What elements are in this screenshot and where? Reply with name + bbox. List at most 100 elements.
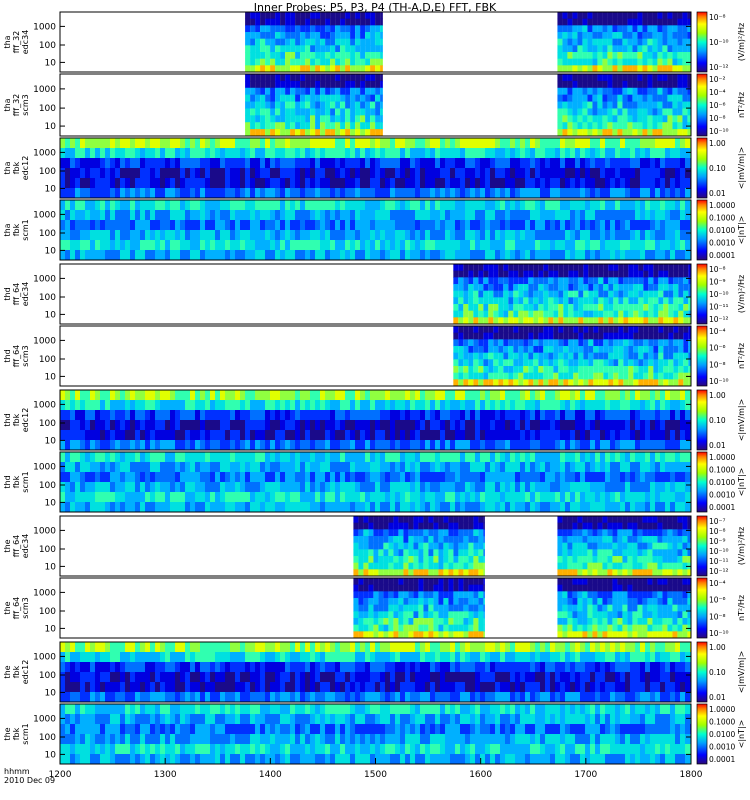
spectrogram-cell [260, 482, 265, 493]
spectrogram-cell [625, 440, 630, 451]
spectrogram-cell [632, 129, 638, 137]
spectrogram-cell [627, 18, 633, 26]
spectrogram-cell [518, 277, 524, 285]
spectrogram-cell [503, 326, 509, 334]
spectrogram-cell [638, 332, 644, 340]
spectrogram-cell [465, 482, 470, 493]
spectrogram-cell [573, 304, 579, 312]
spectrogram-cell [315, 188, 320, 199]
spectrogram-cell [682, 12, 688, 20]
spectrogram-cell [355, 94, 361, 103]
spectrogram-cell [350, 58, 356, 66]
spectrogram-cell [120, 250, 125, 261]
spectrogram-cell [250, 452, 255, 463]
spectrogram-cell [245, 12, 251, 20]
spectrogram-cell [325, 115, 331, 123]
spectrogram-cell [125, 482, 130, 493]
spectrogram-cell [245, 148, 250, 159]
spectrogram-cell [330, 80, 336, 89]
spectrogram-cell [680, 430, 685, 441]
spectrogram-cell [632, 38, 638, 46]
spectrogram-cell [415, 482, 420, 493]
spectrogram-cell [530, 148, 535, 159]
spectrogram-cell [558, 326, 564, 334]
spectrogram-cell [305, 220, 310, 231]
spectrogram-cell [65, 410, 70, 421]
spectrogram-cell [603, 270, 609, 278]
spectrogram-cell [280, 220, 285, 231]
spectrogram-cell [425, 420, 430, 431]
spectrogram-cell [385, 462, 390, 473]
spectrogram-cell [145, 400, 150, 411]
spectrogram-cell [473, 379, 479, 387]
spectrogram-cell [210, 440, 215, 451]
spectrogram-cell [370, 462, 375, 473]
spectrogram-cell [607, 94, 613, 103]
spectrogram-cell [535, 472, 540, 483]
spectrogram-cell [310, 482, 315, 493]
spectrogram-cell [100, 210, 105, 221]
spectrogram-cell [125, 168, 130, 179]
spectrogram-cell [613, 326, 619, 334]
spectrogram-cell [495, 148, 500, 159]
spectrogram-cell [505, 390, 510, 401]
spectrogram-cell [255, 138, 260, 149]
spectrogram-cell [678, 284, 684, 292]
spectrogram-cell [643, 346, 649, 354]
spectrogram-cell [600, 482, 605, 493]
spectrogram-cell [567, 58, 573, 66]
spectrogram-cell [160, 482, 165, 493]
spectrogram-cell [90, 148, 95, 159]
spectrogram-cell [70, 390, 75, 401]
spectrogram-cell [557, 122, 563, 130]
spectrogram-cell [110, 482, 115, 493]
spectrogram-cell [490, 138, 495, 149]
spectrogram-cell [645, 440, 650, 451]
spectrogram-cell [260, 80, 266, 89]
spectrogram-cell [575, 250, 580, 261]
spectrogram-cell [533, 332, 539, 340]
spectrogram-cell [335, 80, 341, 89]
spectrogram-cell [565, 400, 570, 411]
spectrogram-cell [515, 168, 520, 179]
spectrogram-cell [320, 430, 325, 441]
spectrogram-cell [657, 101, 663, 109]
spectrogram-cell [210, 420, 215, 431]
spectrogram-cell [677, 122, 683, 130]
spectrogram-cell [485, 168, 490, 179]
spectrogram-cell [360, 390, 365, 401]
spectrogram-cell [95, 178, 100, 189]
spectrogram-cell [617, 58, 623, 66]
spectrogram-cell [608, 270, 614, 278]
spectrogram-cell [625, 250, 630, 261]
spectrogram-cell [568, 352, 574, 360]
y-tick-label: 10 [45, 184, 57, 194]
spectrogram-cell [490, 220, 495, 231]
spectrogram-cell [460, 472, 465, 483]
spectrogram-cell [95, 168, 100, 179]
spectrogram-cell [483, 264, 489, 272]
spectrogram-cell [500, 240, 505, 251]
spectrogram-cell [320, 12, 326, 20]
spectrogram-cell [290, 94, 296, 103]
spectrogram-cell [95, 240, 100, 251]
spectrogram-cell [585, 440, 590, 451]
spectrogram-cell [265, 472, 270, 483]
spectrogram-cell [275, 108, 281, 116]
spectrogram-cell [662, 129, 668, 137]
spectrogram-cell [415, 178, 420, 189]
spectrogram-cell [125, 240, 130, 251]
spectrogram-cell [330, 452, 335, 463]
spectrogram-cell [612, 25, 618, 33]
spectrogram-cell [155, 200, 160, 211]
spectrogram-cell [643, 297, 649, 305]
spectrogram-cell [600, 210, 605, 221]
spectrogram-cell [390, 482, 395, 493]
spectrogram-cell [658, 317, 664, 325]
spectrogram-cell [260, 430, 265, 441]
spectrogram-cell [545, 158, 550, 169]
spectrogram-cell [165, 430, 170, 441]
spectrogram-cell [570, 430, 575, 441]
spectrogram-cell [555, 168, 560, 179]
spectrogram-cell [563, 379, 569, 387]
